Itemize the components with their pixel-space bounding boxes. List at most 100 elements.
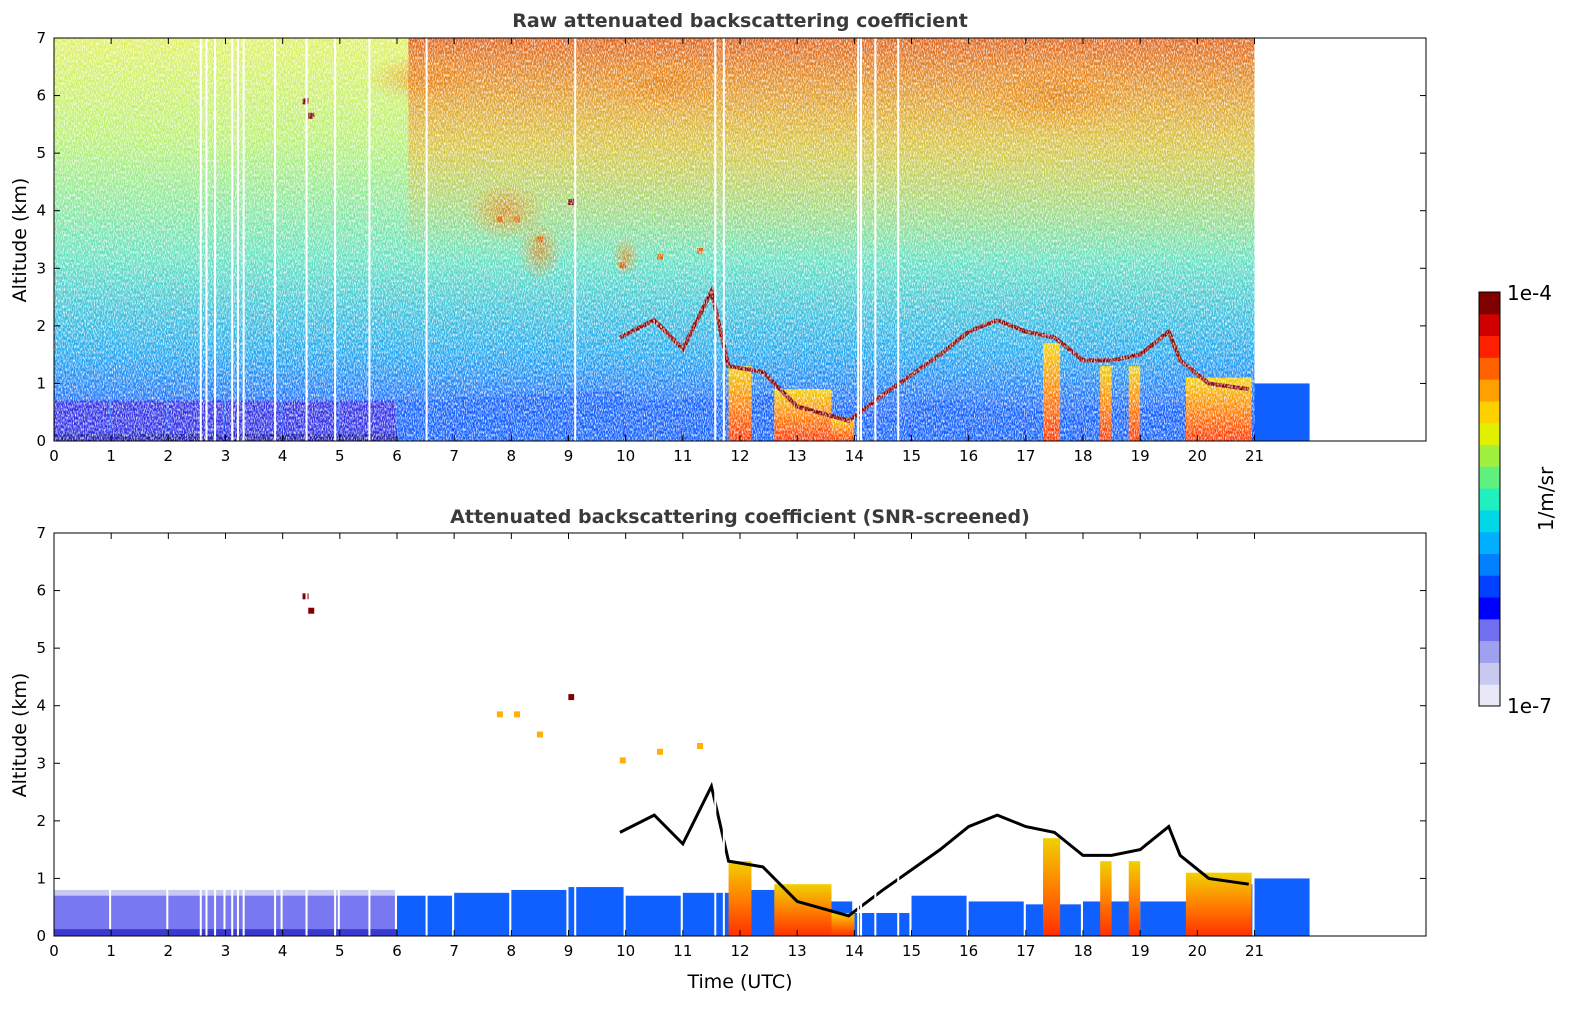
colorbar-step: [1479, 684, 1500, 707]
x-tick-label: 17: [1016, 942, 1035, 960]
x-tick-label: 7: [449, 942, 459, 960]
data-gap: [722, 533, 725, 936]
x-tick-label: 7: [449, 447, 459, 465]
bottom-plume-columns: [728, 838, 1252, 936]
data-gap: [305, 38, 308, 441]
data-gap: [231, 38, 234, 441]
plume-column: [1042, 838, 1061, 936]
aerosol-point: [568, 694, 575, 701]
x-tick-label: 8: [507, 447, 517, 465]
data-gap: [199, 533, 202, 936]
y-tick-label: 5: [36, 639, 46, 657]
data-gap: [714, 533, 717, 936]
plume-column: [774, 884, 832, 936]
bottom-panel: Attenuated backscattering coefficient (S…: [9, 506, 1427, 993]
data-gap: [722, 38, 725, 441]
data-gap: [897, 38, 900, 441]
aerosol-point: [514, 711, 521, 718]
colorbar-frame: [1478, 291, 1501, 707]
x-tick-label: 15: [902, 447, 921, 465]
colorbar-step: [1479, 597, 1500, 620]
y-tick-label: 3: [36, 754, 46, 772]
surface-layer-block: [511, 889, 567, 936]
x-tick-label: 18: [1073, 447, 1092, 465]
surface-layer-block: [568, 887, 624, 936]
data-gap: [425, 38, 428, 441]
data-gap: [574, 38, 577, 441]
colorbar-step: [1479, 509, 1500, 533]
x-tick-label: 6: [392, 447, 402, 465]
colorbar-step: [1479, 357, 1500, 380]
surface-layer-block: [911, 895, 967, 936]
top-y-axis: 0 1 2 3 4 5 6 7: [36, 29, 1426, 450]
colorbar-max-label: 1e-4: [1507, 281, 1552, 305]
colorbar-step: [1479, 313, 1500, 337]
colorbar-step: [1479, 444, 1500, 467]
y-tick-label: 6: [36, 582, 46, 600]
data-gap: [274, 533, 277, 936]
colorbar-step: [1479, 422, 1500, 446]
y-tick-label: 0: [36, 927, 46, 945]
plume-column: [1128, 861, 1141, 936]
y-tick-label: 0: [36, 432, 46, 450]
colorbar-step: [1479, 335, 1500, 358]
x-tick-label: 16: [959, 942, 978, 960]
colorbar-units-label: 1/m/sr: [1534, 466, 1558, 531]
x-tick-label: 0: [49, 447, 59, 465]
data-gap: [574, 533, 577, 936]
bottom-surface-layer: [54, 878, 1310, 936]
x-tick-label: 15: [902, 942, 921, 960]
y-tick-label: 7: [36, 29, 46, 47]
bottom-y-axis: 0 1 2 3 4 5 6 7: [36, 524, 1426, 945]
y-tick-label: 3: [36, 259, 46, 277]
aerosol-point: [308, 607, 315, 614]
x-tick-label: 20: [1188, 447, 1207, 465]
colorbar-step: [1479, 618, 1500, 642]
colorbar-step: [1479, 531, 1500, 554]
data-gap: [368, 533, 371, 936]
bottom-x-axis: 0 1 2 3 4 5 6 7 8 9 10 11 12 13 14 15 16 17 18 19 20 21: [49, 533, 1264, 960]
data-gap: [874, 38, 877, 441]
x-tick-label: 9: [564, 942, 574, 960]
colorbar-steps: [1479, 292, 1500, 707]
y-tick-label: 7: [36, 524, 46, 542]
data-gap: [334, 38, 337, 441]
y-tick-label: 1: [36, 869, 46, 887]
data-gap: [874, 533, 877, 936]
x-tick-label: 14: [845, 942, 864, 960]
surface-layer-block: [625, 895, 681, 936]
aerosol-point: [696, 743, 703, 750]
data-gap: [860, 533, 863, 936]
bottom-data-gaps: [199, 533, 900, 936]
colorbar-step: [1479, 575, 1500, 598]
x-tick-label: 11: [673, 447, 692, 465]
data-gap: [368, 38, 371, 441]
colorbar-step: [1479, 640, 1500, 663]
data-gap: [714, 38, 717, 441]
x-tick-label: 1: [106, 447, 116, 465]
x-tick-label: 13: [788, 447, 807, 465]
surface-layer-block: [854, 912, 910, 936]
top-plot-area: [54, 38, 1310, 441]
x-tick-label: 8: [507, 942, 517, 960]
colorbar: 1e-4 1e-7 1/m/sr: [1478, 281, 1558, 718]
x-axis-label: Time (UTC): [686, 971, 792, 993]
data-gap: [231, 533, 234, 936]
aerosol-point: [496, 711, 503, 718]
x-tick-label: 5: [335, 942, 345, 960]
data-gap: [205, 38, 208, 441]
x-tick-label: 9: [564, 447, 574, 465]
y-tick-label: 4: [36, 202, 46, 220]
top-data-gaps: [199, 38, 900, 441]
x-tick-label: 12: [730, 942, 749, 960]
x-tick-label: 6: [392, 942, 402, 960]
colorbar-step: [1479, 553, 1500, 576]
data-gap: [214, 38, 217, 441]
top-noise-texture: [54, 38, 1255, 441]
bottom-plot-area: [54, 533, 1310, 936]
data-gap: [857, 533, 860, 936]
x-tick-label: 16: [959, 447, 978, 465]
x-tick-label: 17: [1016, 447, 1035, 465]
data-gap: [334, 533, 337, 936]
